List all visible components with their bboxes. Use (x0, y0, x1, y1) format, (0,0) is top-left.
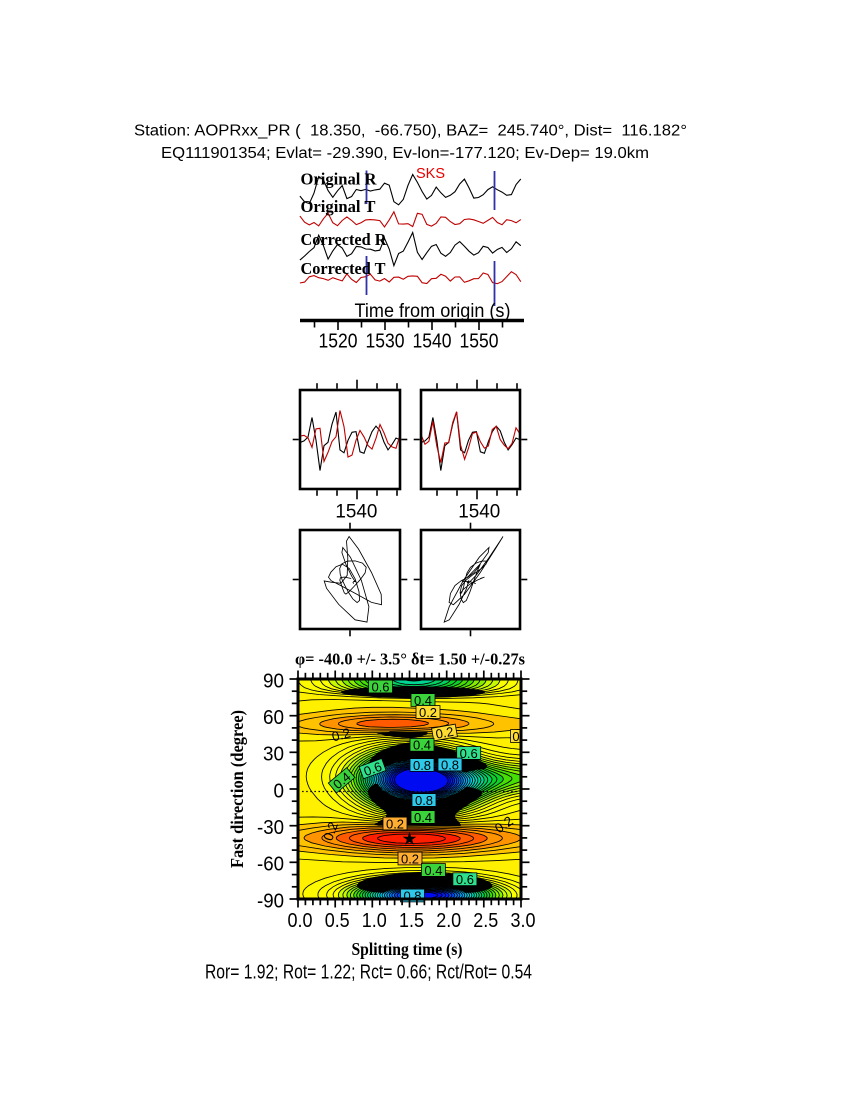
svg-text:Station: AOPRxx_PR ( 18.350,: Station: AOPRxx_PR ( 18.350, -66.750), B… (134, 123, 687, 140)
svg-text:1530: 1530 (366, 331, 405, 353)
svg-text:3.0: 3.0 (511, 909, 536, 932)
svg-text:0.6: 0.6 (460, 746, 478, 761)
svg-text:1520: 1520 (319, 331, 358, 353)
svg-text:1540: 1540 (458, 501, 500, 523)
svg-text:0.2: 0.2 (386, 816, 404, 831)
svg-text:Ror= 1.92; Rot= 1.22; Rct= 0.6: Ror= 1.92; Rot= 1.22; Rct= 0.66; Rct/Rot… (205, 962, 532, 984)
svg-text:-60: -60 (257, 854, 284, 876)
svg-text:-90: -90 (257, 890, 284, 912)
svg-text:Original T: Original T (301, 197, 377, 216)
svg-text:0.0: 0.0 (288, 909, 313, 932)
svg-text:0.8: 0.8 (441, 757, 459, 772)
svg-text:SKS: SKS (416, 165, 445, 182)
svg-text:-30: -30 (257, 817, 284, 839)
svg-text:φ= -40.0 +/- 3.5° δt= 1.50 +/-: φ= -40.0 +/- 3.5° δt= 1.50 +/-0.27s (295, 650, 525, 669)
svg-text:0: 0 (512, 729, 519, 744)
svg-text:90: 90 (263, 670, 284, 692)
svg-text:1.5: 1.5 (399, 909, 424, 932)
svg-text:2.5: 2.5 (473, 909, 498, 932)
svg-text:Corrected T: Corrected T (301, 259, 387, 278)
svg-text:EQ111901354; Evlat= -29.390, E: EQ111901354; Evlat= -29.390, Ev-lon=-177… (161, 145, 649, 162)
svg-text:Time from origin (s): Time from origin (s) (355, 301, 511, 322)
svg-text:0.5: 0.5 (325, 909, 350, 932)
svg-text:1540: 1540 (335, 501, 377, 523)
svg-text:Splitting time (s): Splitting time (s) (352, 939, 463, 959)
svg-text:1550: 1550 (460, 331, 499, 353)
svg-text:30: 30 (263, 744, 284, 766)
svg-text:0.2: 0.2 (401, 851, 419, 866)
svg-text:0.4: 0.4 (414, 810, 432, 825)
svg-text:1540: 1540 (413, 331, 452, 353)
svg-text:0.8: 0.8 (415, 793, 433, 808)
svg-text:Original R: Original R (301, 170, 378, 189)
svg-text:0.6: 0.6 (362, 759, 384, 779)
svg-text:0.2: 0.2 (330, 725, 352, 744)
svg-text:0: 0 (274, 780, 285, 802)
svg-text:2.0: 2.0 (436, 909, 461, 932)
svg-text:0.6: 0.6 (371, 679, 389, 694)
svg-text:1.0: 1.0 (362, 909, 387, 932)
svg-text:0.2: 0.2 (434, 724, 454, 742)
svg-text:0.8: 0.8 (403, 888, 421, 903)
svg-text:0.2: 0.2 (419, 705, 437, 720)
svg-text:Fast direction (degree): Fast direction (degree) (227, 710, 248, 868)
svg-text:Corrected R: Corrected R (301, 230, 388, 249)
svg-text:0.4: 0.4 (424, 863, 442, 878)
svg-text:0.4: 0.4 (414, 693, 432, 708)
svg-text:0.4: 0.4 (413, 738, 431, 753)
svg-text:0.8: 0.8 (413, 758, 431, 773)
svg-text:60: 60 (263, 707, 284, 729)
svg-text:0.6: 0.6 (456, 872, 474, 887)
svg-text:0.2: 0.2 (321, 820, 342, 843)
